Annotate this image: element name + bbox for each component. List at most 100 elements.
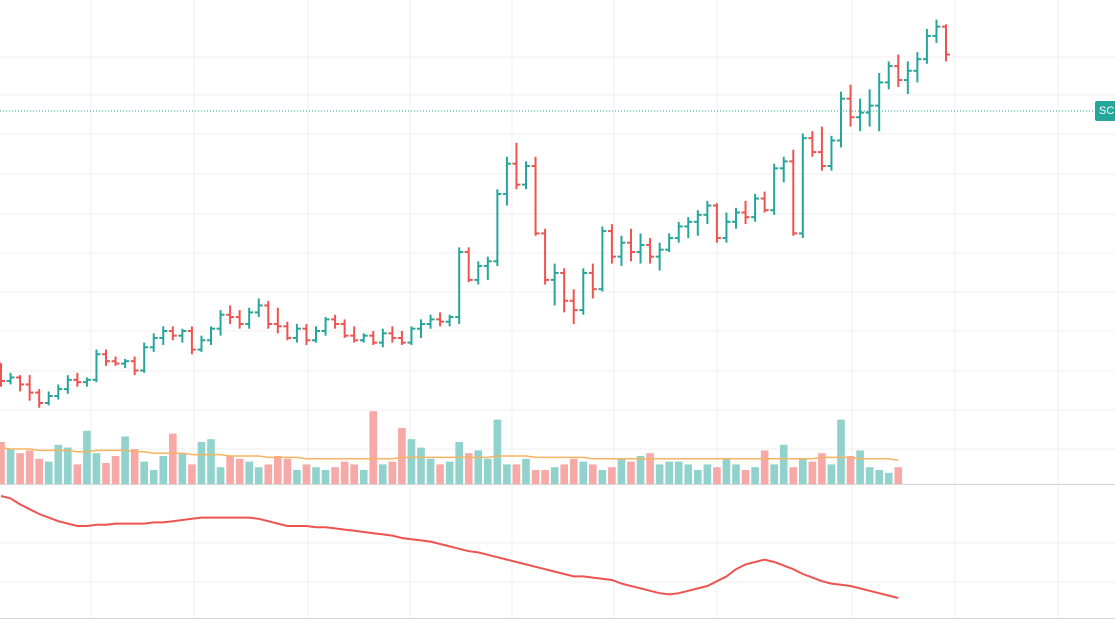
indicator-line [0, 495, 899, 599]
ohlc-bar [216, 310, 225, 336]
volume-bar [283, 458, 292, 484]
ohlc-bar [512, 142, 521, 190]
ohlc-bar [417, 319, 425, 338]
ohlc-bar [684, 217, 693, 239]
ohlc-bar [646, 238, 655, 264]
ohlc-bar [254, 298, 263, 318]
volume-bar [531, 470, 540, 484]
ohlc-bar [436, 312, 445, 327]
ohlc-bar [54, 384, 63, 400]
ohlc-bar [607, 224, 616, 264]
volume-bar [417, 447, 425, 484]
volume-bar [407, 439, 416, 484]
volume-bar [884, 472, 893, 484]
ohlc-bar [913, 52, 922, 83]
volume-bar [827, 464, 836, 484]
ohlc-bar [798, 133, 807, 239]
volume-bar [627, 461, 635, 484]
ohlc-bar [378, 328, 387, 348]
ohlc-bar [579, 268, 588, 315]
volume-bar [493, 419, 502, 484]
volume-bar [732, 464, 740, 484]
ohlc-bar [245, 307, 254, 329]
volume-bar [818, 453, 826, 484]
volume-bar [140, 461, 148, 484]
volume-bar [54, 444, 63, 484]
volume-bar [713, 467, 721, 484]
volume-bar [207, 439, 215, 484]
volume-bar [350, 464, 358, 484]
ohlc-bar [350, 326, 359, 343]
ohlc-bar [627, 228, 635, 262]
volume-bar [92, 453, 101, 484]
volume-bar [226, 456, 234, 484]
volume-bar [779, 444, 788, 484]
volume-bar [636, 456, 645, 484]
ohlc-bar [388, 326, 397, 343]
volume-bar [379, 464, 387, 484]
volume-bar [598, 470, 607, 484]
ohlc-bar [942, 24, 950, 62]
ohlc-bar [732, 207, 740, 229]
ohlc-bar [283, 321, 292, 341]
volume-bar [484, 458, 492, 484]
ohlc-bar [273, 307, 282, 334]
volume-bar [560, 464, 568, 484]
ohlc-bar [827, 135, 836, 171]
ohlc-bar [302, 324, 311, 345]
volume-moving-average-line [0, 446, 899, 461]
volume-bar [894, 467, 903, 484]
ohlc-bar [264, 300, 273, 329]
volume-bar [455, 442, 463, 484]
volume-bar [808, 461, 817, 484]
volume-bar [16, 453, 24, 484]
volume-bar [445, 461, 454, 484]
volume-bar [550, 467, 559, 484]
ohlc-bar [894, 54, 903, 88]
volume-bar [865, 467, 874, 484]
ohlc-bar [321, 317, 330, 336]
ohlc-bar [808, 131, 817, 157]
volume-bar [426, 458, 435, 484]
ohlc-bar [187, 326, 196, 355]
ohlc-bar [445, 314, 454, 327]
ohlc-bar [426, 314, 435, 329]
ohlc-bar [35, 389, 44, 408]
ohlc-bar [865, 89, 874, 127]
volume-bar [73, 464, 82, 484]
volume-bar [121, 436, 129, 484]
volume-bar [503, 464, 511, 484]
volume-bar [646, 453, 654, 484]
ohlc-bar [359, 333, 368, 343]
ohlc-bar [16, 375, 25, 392]
volume-bar [398, 428, 406, 484]
volume-bar [312, 467, 320, 484]
volume-bar [369, 411, 378, 484]
ohlc-bar [932, 19, 941, 43]
volume-bar [235, 458, 244, 484]
volume-bar [178, 453, 187, 484]
volume-bar [254, 467, 263, 484]
volume-bars [0, 411, 903, 484]
ohlc-bar [741, 200, 750, 225]
ohlc-bar [6, 372, 15, 385]
volume-bar [25, 450, 34, 484]
volume-bar [302, 464, 311, 484]
volume-bar [274, 456, 282, 484]
volume-bar [188, 464, 196, 484]
current-price-badge: SC [1095, 101, 1115, 121]
ohlc-bar [455, 247, 464, 325]
ohlc-bar [197, 335, 206, 352]
volume-bar [245, 461, 253, 484]
volume-bar [608, 467, 616, 484]
ohlc-bar [92, 349, 101, 383]
ohlc-bar [751, 193, 760, 222]
volume-bar [837, 419, 845, 484]
ohlc-bar [541, 228, 550, 285]
ohlc-bar [25, 375, 34, 401]
volume-bar [665, 461, 673, 484]
volume-bar [388, 461, 397, 484]
volume-bar [0, 442, 5, 484]
volume-bar [846, 456, 855, 484]
